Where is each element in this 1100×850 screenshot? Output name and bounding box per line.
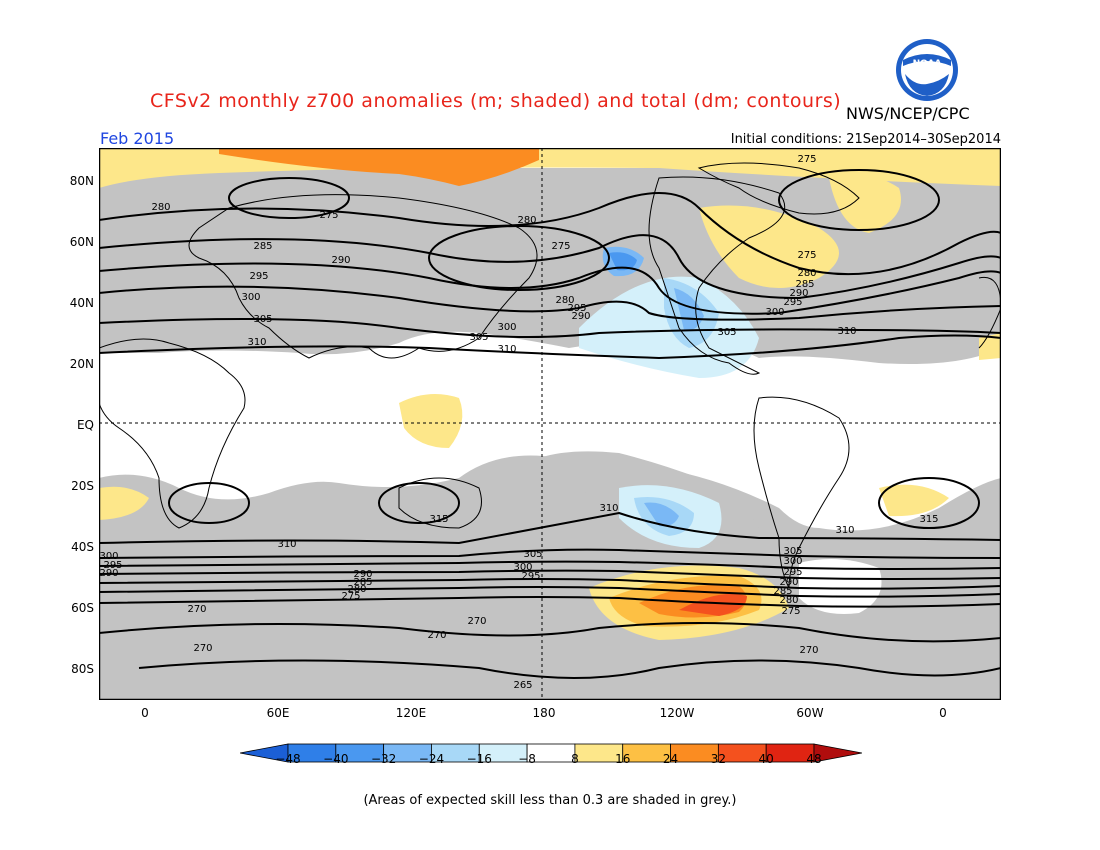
contour-label: 270 — [799, 645, 818, 656]
contour-label: 305 — [717, 327, 736, 338]
lat-label: 80N — [69, 174, 94, 188]
contour-label: 310 — [835, 525, 854, 536]
contour-label: 305 — [523, 549, 542, 560]
colorbar-tick: 32 — [710, 752, 726, 766]
contour-label: 290 — [99, 568, 118, 579]
initial-conditions: Initial conditions: 21Sep2014–30Sep2014 — [730, 132, 1001, 147]
contour-label: 290 — [571, 311, 590, 322]
contour-label: 295 — [103, 560, 122, 571]
lon-label: 120W — [659, 706, 695, 720]
contour-label: 280 — [797, 268, 816, 279]
colorbar-tick: −40 — [323, 752, 349, 766]
colorbar — [240, 743, 862, 763]
contour-label: 300 — [497, 322, 516, 333]
contour-label: 300 — [241, 292, 260, 303]
contour-label: 280 — [151, 202, 170, 213]
colorbar-tick: −8 — [518, 752, 536, 766]
contour-label: 280 — [779, 595, 798, 606]
anomaly-map: 280 275 285 290 295 300 305 310 280 275 … — [99, 148, 1001, 700]
lat-label: 40N — [69, 296, 94, 310]
contour-label: 285 — [253, 241, 272, 252]
lon-label: 60E — [266, 706, 290, 720]
lat-label: 20N — [69, 357, 94, 371]
contour-label: 295 — [783, 297, 802, 308]
contour-label: 270 — [427, 630, 446, 641]
lon-label: 0 — [939, 706, 947, 720]
colorbar-tick: 16 — [615, 752, 631, 766]
agency-label: NWS/NCEP/CPC — [846, 104, 970, 123]
contour-label: 265 — [513, 680, 532, 691]
map-frame — [99, 148, 1001, 700]
contour-label: 275 — [797, 250, 816, 261]
contour-label: 275 — [797, 154, 816, 165]
contour-label: 270 — [193, 643, 212, 654]
contour-label: 280 — [555, 295, 574, 306]
colorbar-tick: 48 — [806, 752, 822, 766]
contour-label: 315 — [919, 514, 938, 525]
colorbar-tick: −16 — [466, 752, 492, 766]
graticule — [99, 148, 1001, 700]
contour-label: 310 — [277, 539, 296, 550]
contour-label: 290 — [789, 288, 808, 299]
south-white-area — [799, 559, 882, 614]
contour-label: 275 — [781, 606, 800, 617]
lon-label: 180 — [532, 706, 556, 720]
colorbar-tick: −32 — [370, 752, 397, 766]
contour-label: 285 — [795, 279, 814, 290]
lat-label: EQ — [76, 418, 94, 432]
lat-label: 60S — [71, 601, 94, 615]
contour-label: 275 — [551, 241, 570, 252]
contour-label: 270 — [187, 604, 206, 615]
noaa-logo: NOAA — [896, 39, 958, 101]
contour-label: 295 — [783, 567, 802, 578]
contour-label: 295 — [567, 303, 586, 314]
height-contours — [99, 169, 1001, 679]
contour-label: 300 — [513, 562, 532, 573]
lat-label: 40S — [71, 540, 94, 554]
lon-label: 0 — [141, 706, 149, 720]
contour-label: 280 — [517, 215, 536, 226]
noaa-logo-text: NOAA — [913, 59, 942, 69]
contour-label: 285 — [353, 577, 372, 588]
contour-label: 315 — [429, 514, 448, 525]
forecast-month: Feb 2015 — [100, 129, 175, 148]
contour-label: 290 — [353, 569, 372, 580]
low-skill-shading — [99, 168, 1001, 700]
lon-label: 120E — [395, 706, 427, 720]
contour-label: 310 — [599, 503, 618, 514]
contour-label: 285 — [773, 586, 792, 597]
contour-label: 310 — [247, 337, 266, 348]
lat-label: 80S — [71, 662, 94, 676]
contour-label: 305 — [469, 332, 488, 343]
contour-labels: 280 275 285 290 295 300 305 310 280 275 … — [99, 154, 938, 691]
colorbar-tick: −48 — [275, 752, 301, 766]
contour-label: 295 — [249, 271, 268, 282]
colorbar-tick: 8 — [571, 752, 579, 766]
lat-label: 60N — [69, 235, 94, 249]
lon-label: 60W — [796, 706, 824, 720]
contour-label: 305 — [783, 546, 802, 557]
colorbar-tick: −24 — [418, 752, 445, 766]
colorbar-tick: 40 — [758, 752, 774, 766]
colorbar-tick: 24 — [662, 752, 679, 766]
contour-label: 280 — [347, 584, 366, 595]
contour-label: 270 — [467, 616, 486, 627]
contour-label: 310 — [837, 326, 856, 337]
contour-label: 295 — [521, 571, 540, 582]
colorbar-arrow-right — [813, 743, 862, 763]
footnote: (Areas of expected skill less than 0.3 a… — [363, 793, 737, 808]
contour-label: 310 — [497, 344, 516, 355]
contour-label: 300 — [783, 556, 802, 567]
chart-title: CFSv2 monthly z700 anomalies (m; shaded)… — [150, 90, 842, 112]
contour-label: 275 — [319, 210, 338, 221]
lat-label: 20S — [71, 479, 94, 493]
contour-label: 305 — [253, 314, 272, 325]
contour-label: 290 — [779, 577, 798, 588]
contour-label: 300 — [765, 307, 784, 318]
contour-label: 290 — [331, 255, 350, 266]
contour-label: 275 — [341, 591, 360, 602]
contour-label: 300 — [99, 551, 118, 562]
